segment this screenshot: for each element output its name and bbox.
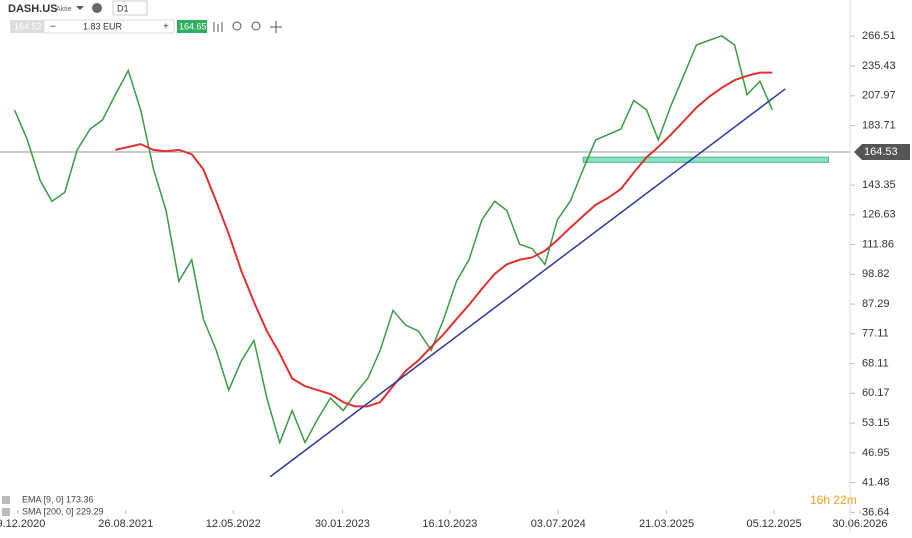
y-tick-label: 98.82 (862, 268, 890, 280)
legend-icon (2, 496, 10, 504)
last-price-label: 164.53 (864, 146, 898, 158)
x-tick-label: 30.06.2026 (832, 518, 887, 530)
support-zone (582, 156, 829, 163)
x-tick-label: 12.05.2022 (206, 518, 261, 530)
y-tick-label: 126.63 (862, 209, 896, 221)
trendline (269, 88, 786, 478)
sma-line (115, 71, 773, 408)
bid: 164.52 (14, 21, 42, 31)
y-tick-label: 183.71 (862, 119, 896, 131)
y-tick-label: 36.64 (862, 506, 890, 518)
info-icon[interactable] (92, 3, 102, 13)
y-tick-label: 68.11 (862, 358, 889, 370)
x-tick-label: 16.10.2023 (422, 518, 477, 530)
kind: Aktie (56, 6, 72, 13)
x-tick-label: 09.12.2020 (0, 518, 45, 530)
y-tick-label: 60.17 (862, 387, 890, 399)
y-tick-label: 266.51 (862, 30, 896, 42)
y-tick-label: 143.35 (862, 179, 896, 191)
volume-box[interactable] (43, 19, 175, 34)
legend-entry: SMA [200, 0] 229.29 (22, 506, 104, 516)
symbol[interactable]: DASH.US (8, 3, 58, 15)
spread: 1.83 EUR (83, 21, 123, 31)
bid-box (10, 20, 44, 33)
legend-icon (2, 508, 10, 516)
y-tick-label: 77.11 (862, 328, 889, 340)
y-tick-label: 41.48 (862, 476, 890, 488)
minus[interactable]: − (50, 22, 56, 33)
last-price-box (854, 143, 910, 160)
y-tick-label: 235.43 (862, 60, 896, 72)
timer: 16h 22m (810, 493, 857, 507)
timeframe[interactable]: D1 (117, 3, 129, 13)
x-tick-label: 21.03.2025 (639, 518, 694, 530)
zoom-out-icon[interactable] (232, 21, 242, 31)
toolbar: DASH.US Aktie D1 164.52 − 1.83 EUR + 164… (8, 0, 282, 34)
zoom-in-icon[interactable] (251, 21, 261, 31)
timeframe-box[interactable] (112, 0, 148, 16)
plus[interactable]: + (163, 22, 169, 33)
y-tick-label: 46.95 (862, 447, 890, 459)
x-tick-label: 03.07.2024 (531, 518, 586, 530)
x-tick-label: 30.01.2023 (315, 518, 370, 530)
move-icon[interactable] (270, 21, 282, 33)
candles-icon[interactable] (213, 22, 223, 32)
y-tick-label: 207.97 (862, 90, 896, 102)
y-tick-label: 53.15 (862, 417, 890, 429)
ask-box[interactable] (177, 20, 207, 33)
legend-entry: EMA [9, 0] 173.36 (22, 494, 94, 504)
x-tick-label: 26.08.2021 (98, 518, 153, 530)
price-line (13, 34, 774, 445)
y-tick-label: 87.29 (862, 298, 890, 310)
dropdown-arrow[interactable] (76, 6, 84, 10)
y-tick-label: 111.86 (862, 238, 894, 250)
x-tick-label: 05.12.2025 (747, 518, 802, 530)
ask[interactable]: 164.65 (179, 21, 207, 31)
